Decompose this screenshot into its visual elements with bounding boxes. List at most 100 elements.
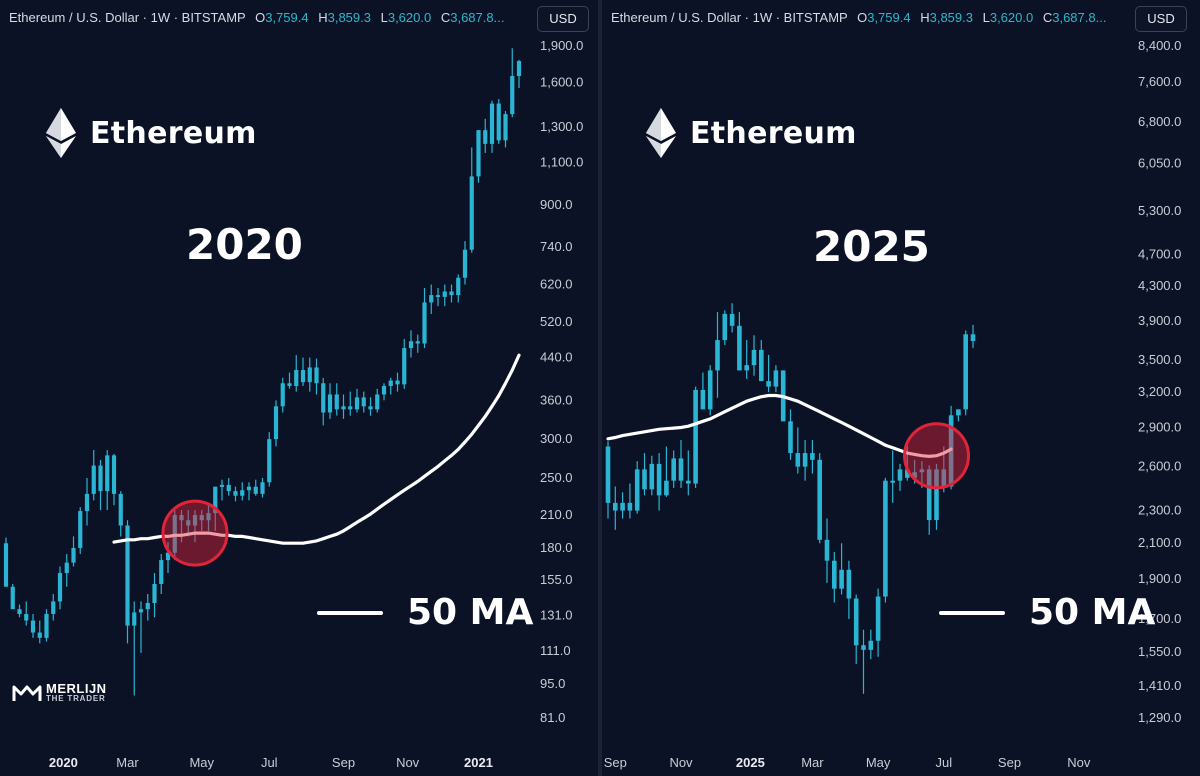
candle-body xyxy=(159,560,164,584)
y-tick-label: 900.0 xyxy=(540,197,573,212)
candle-body xyxy=(510,76,515,115)
candle-body xyxy=(321,383,326,413)
candle xyxy=(649,455,655,496)
candle xyxy=(476,130,481,183)
candle-body xyxy=(802,453,808,467)
candle-body xyxy=(354,397,360,410)
candle xyxy=(861,629,866,694)
candle xyxy=(30,613,36,638)
symbol-title: Ethereum / U.S. Dollar · 1W · BITSTAMP xyxy=(611,10,848,25)
candle-body xyxy=(219,484,225,487)
candle xyxy=(605,441,611,519)
candle xyxy=(744,340,749,379)
candle-body xyxy=(152,583,157,603)
candle-body xyxy=(138,609,144,613)
currency-button[interactable]: USD xyxy=(1135,6,1187,32)
candle xyxy=(897,463,903,491)
merlijn-logo-icon xyxy=(12,685,42,701)
chart-panel-2020: 1,900.0 1,600.0 1,300.0 1,100.0 900.0 740.0 62… xyxy=(0,0,598,776)
candle xyxy=(24,601,29,626)
candle-body xyxy=(280,383,285,407)
x-tick-label: Nov xyxy=(1067,755,1091,770)
candle xyxy=(152,573,157,618)
ma-legend-label: 50 MA xyxy=(1029,592,1156,633)
y-tick-label: 3,200.0 xyxy=(1138,384,1181,399)
candle xyxy=(462,241,468,285)
candle xyxy=(280,377,285,413)
candle-body xyxy=(744,365,749,371)
y-tick-label: 740.0 xyxy=(540,239,573,254)
ethereum-logo: Ethereum xyxy=(46,108,257,158)
candle-body xyxy=(375,394,380,410)
candle-body xyxy=(613,502,618,511)
candle-body xyxy=(729,313,735,326)
candle-body xyxy=(368,406,373,410)
x-tick-label: Sep xyxy=(998,755,1021,770)
candle xyxy=(213,486,218,531)
candle-body xyxy=(51,601,56,614)
candle xyxy=(341,394,346,419)
candle-body xyxy=(71,547,76,563)
candle-body xyxy=(381,386,387,395)
y-tick-label: 300.0 xyxy=(540,431,573,446)
eth-2025-chart: 8,400.0 7,600.0 6,800.0 6,050.0 5,300.0 4,700… xyxy=(604,38,1182,770)
merlijn-watermark: MERLIJN THE TRADER xyxy=(12,682,107,704)
candle-body xyxy=(253,486,258,494)
candle-body xyxy=(941,469,947,487)
ma-legend: 50 MA xyxy=(317,592,533,633)
y-tick-label: 7,600.0 xyxy=(1138,74,1181,89)
candle xyxy=(138,601,144,653)
candle-body xyxy=(415,341,420,344)
candle xyxy=(246,482,252,501)
candle-body xyxy=(449,291,454,296)
candle-body xyxy=(707,370,713,410)
close-label: C xyxy=(1042,10,1053,25)
x-tick-label: 2025 xyxy=(736,755,765,770)
candle xyxy=(84,477,90,526)
candle-body xyxy=(810,453,815,460)
candle-body xyxy=(78,511,83,548)
candle-body xyxy=(3,543,9,587)
candle-body xyxy=(476,130,481,177)
candle xyxy=(846,560,852,620)
candle-body xyxy=(334,394,339,410)
y-tick-label: 210.0 xyxy=(540,507,573,522)
candle xyxy=(422,287,427,349)
watermark-subtitle: THE TRADER xyxy=(46,694,106,703)
x-tick-label: May xyxy=(866,755,891,770)
candle xyxy=(766,354,771,393)
candle-body xyxy=(759,349,764,382)
candle-body xyxy=(206,513,211,521)
y-tick-label: 2,900.0 xyxy=(1138,419,1181,434)
candle xyxy=(890,450,895,503)
candle xyxy=(361,391,366,413)
candle xyxy=(642,453,647,496)
candle xyxy=(253,479,258,496)
currency-button[interactable]: USD xyxy=(537,6,589,32)
y-tick-label: 440.0 xyxy=(540,350,573,365)
candle xyxy=(186,510,191,537)
candle-body xyxy=(341,406,346,410)
y-tick-label: 3,900.0 xyxy=(1138,313,1181,328)
y-tick-label: 2,600.0 xyxy=(1138,459,1181,474)
close-value: 3,687.8... xyxy=(1052,10,1107,25)
candle-body xyxy=(442,291,447,297)
candle-body xyxy=(118,493,123,526)
candle-body xyxy=(956,409,961,416)
eth-2020-chart: 1,900.0 1,600.0 1,300.0 1,100.0 900.0 740.0 62… xyxy=(3,38,583,770)
close-label: C xyxy=(440,10,451,25)
candle xyxy=(671,450,676,488)
candle-body xyxy=(462,249,468,278)
candle-body xyxy=(649,463,655,490)
candle-body xyxy=(287,383,292,387)
candle-body xyxy=(361,397,366,407)
candle xyxy=(707,365,713,416)
y-tick-label: 1,300.0 xyxy=(540,119,583,134)
candle xyxy=(287,372,292,389)
candle xyxy=(817,453,822,544)
y-tick-label: 1,410.0 xyxy=(1138,678,1181,693)
candle xyxy=(469,147,474,253)
candle-body xyxy=(496,103,501,141)
candle xyxy=(483,118,488,153)
candle xyxy=(226,477,231,496)
